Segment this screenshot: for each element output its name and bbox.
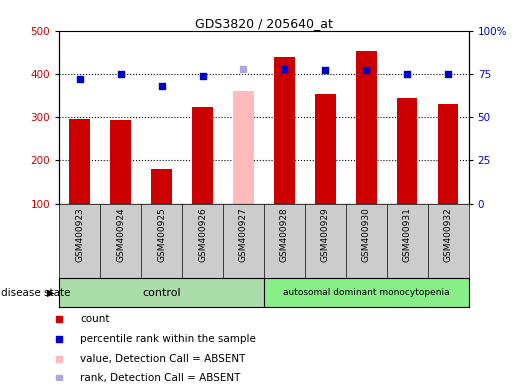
Bar <box>151 169 172 204</box>
Point <box>116 71 125 77</box>
Text: GSM400923: GSM400923 <box>75 207 84 262</box>
Bar <box>59 278 264 307</box>
Text: autosomal dominant monocytopenia: autosomal dominant monocytopenia <box>283 288 450 297</box>
Text: control: control <box>142 288 181 298</box>
Bar <box>264 278 469 307</box>
Point <box>444 71 452 77</box>
Text: GSM400931: GSM400931 <box>403 207 411 262</box>
Bar <box>192 107 213 204</box>
Bar <box>233 91 254 204</box>
Text: percentile rank within the sample: percentile rank within the sample <box>80 334 256 344</box>
Text: GSM400927: GSM400927 <box>239 207 248 262</box>
Text: GSM400932: GSM400932 <box>444 207 453 262</box>
Point <box>76 76 84 82</box>
Bar <box>315 94 336 204</box>
Bar <box>110 120 131 204</box>
Bar <box>70 119 90 204</box>
Bar <box>397 98 418 204</box>
Text: GSM400928: GSM400928 <box>280 207 289 262</box>
Text: GSM400929: GSM400929 <box>321 207 330 262</box>
Text: GSM400926: GSM400926 <box>198 207 207 262</box>
Point <box>158 83 166 89</box>
Bar <box>356 51 376 204</box>
Point <box>403 71 411 77</box>
Text: rank, Detection Call = ABSENT: rank, Detection Call = ABSENT <box>80 373 241 383</box>
Bar <box>274 56 295 204</box>
Point <box>198 73 207 79</box>
Point <box>362 67 370 73</box>
Point <box>280 66 288 72</box>
Text: GSM400924: GSM400924 <box>116 207 125 262</box>
Text: disease state: disease state <box>1 288 71 298</box>
Text: GSM400930: GSM400930 <box>362 207 371 262</box>
Text: GSM400925: GSM400925 <box>157 207 166 262</box>
Point <box>321 67 330 73</box>
Bar <box>438 104 458 204</box>
Text: value, Detection Call = ABSENT: value, Detection Call = ABSENT <box>80 354 246 364</box>
Text: count: count <box>80 314 110 324</box>
Title: GDS3820 / 205640_at: GDS3820 / 205640_at <box>195 17 333 30</box>
Text: ▶: ▶ <box>46 288 54 298</box>
Point <box>239 66 248 72</box>
